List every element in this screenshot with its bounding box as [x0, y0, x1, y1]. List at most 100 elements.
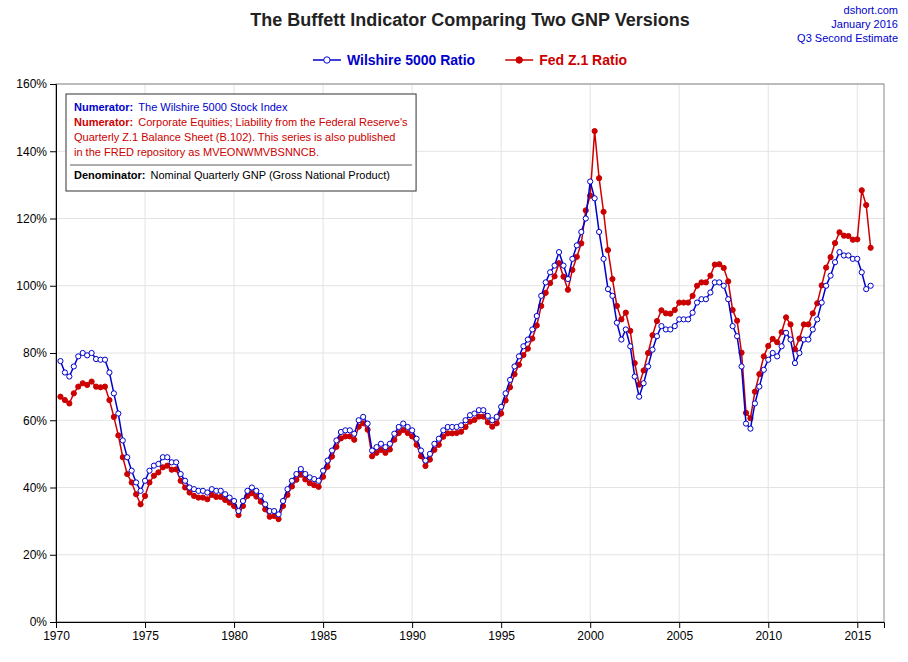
point — [859, 188, 864, 193]
point — [721, 265, 726, 270]
y-tick-label: 20% — [23, 548, 47, 562]
point — [579, 229, 584, 234]
y-tick: 0% — [30, 615, 56, 629]
x-tick: 1975 — [132, 622, 159, 643]
point — [783, 315, 788, 320]
point — [182, 478, 187, 483]
y-grid-line — [56, 554, 884, 555]
point — [752, 389, 757, 394]
legend-label: Fed Z.1 Ratio — [539, 52, 627, 68]
x-tick-mark — [679, 622, 680, 628]
point — [561, 263, 566, 268]
annotation-frame — [66, 94, 416, 191]
point — [231, 498, 236, 503]
point — [757, 372, 762, 377]
x-tick-label: 1970 — [43, 629, 70, 643]
point — [605, 287, 610, 292]
point — [138, 502, 143, 507]
y-grid-line — [56, 285, 884, 286]
point — [89, 350, 94, 355]
point — [690, 310, 695, 315]
point — [766, 343, 771, 348]
chart-svg: The Buffett Indicator Comparing Two GNP … — [0, 0, 908, 662]
point — [316, 484, 321, 489]
point — [548, 270, 553, 275]
point — [62, 370, 67, 375]
point — [485, 413, 490, 418]
point — [623, 310, 628, 315]
point — [156, 470, 161, 475]
point — [71, 364, 76, 369]
x-tick-mark — [145, 622, 146, 628]
y-tick: 140% — [16, 145, 56, 159]
y-tick-label: 80% — [23, 346, 47, 360]
point — [129, 468, 134, 473]
point — [734, 318, 739, 323]
y-tick: 100% — [16, 279, 56, 293]
point — [637, 394, 642, 399]
point — [436, 436, 441, 441]
point — [458, 423, 463, 428]
point — [806, 337, 811, 342]
point — [859, 270, 864, 275]
point — [276, 512, 281, 517]
x-tick: 1980 — [221, 622, 248, 643]
point — [686, 300, 691, 305]
point — [512, 364, 517, 369]
point — [111, 391, 116, 396]
point — [654, 318, 659, 323]
point — [67, 374, 72, 379]
point — [650, 347, 655, 352]
legend: Wilshire 5000 Ratio Fed Z.1 Ratio — [313, 52, 627, 68]
point — [592, 128, 597, 133]
point — [824, 283, 829, 288]
annotation-label: Numerator: — [74, 101, 133, 113]
annotation-label: Numerator: — [74, 116, 133, 128]
point — [864, 202, 869, 207]
legend-item: Fed Z.1 Ratio — [505, 52, 627, 68]
point — [147, 468, 152, 473]
x-axis-line — [57, 623, 885, 629]
y-tick-mark — [50, 622, 56, 623]
point — [503, 391, 508, 396]
point — [289, 478, 294, 483]
point — [543, 280, 548, 285]
point — [645, 364, 650, 369]
point — [610, 293, 615, 298]
point — [134, 480, 139, 485]
point — [102, 384, 107, 389]
annotation-label: Denominator: — [74, 169, 146, 181]
legend-item: Wilshire 5000 Ratio — [313, 52, 475, 68]
point — [632, 374, 637, 379]
point — [761, 367, 766, 372]
point — [410, 428, 415, 433]
point — [481, 408, 486, 413]
point — [58, 358, 63, 363]
y-axis: 0%20%40%60%80%100%120%140%160% — [16, 77, 56, 629]
point — [730, 324, 735, 329]
point — [668, 311, 673, 316]
y-tick-mark — [50, 488, 56, 489]
point — [165, 455, 170, 460]
point — [574, 243, 579, 248]
point — [846, 233, 851, 238]
x-tick-label: 2015 — [844, 629, 871, 643]
point — [387, 441, 392, 446]
annotation-separator — [70, 165, 412, 166]
point — [320, 468, 325, 473]
point — [690, 293, 695, 298]
point — [570, 256, 575, 261]
legend-swatch-marker — [516, 57, 522, 63]
x-tick: 1970 — [43, 622, 70, 643]
point — [316, 478, 321, 483]
point — [623, 327, 628, 332]
point — [596, 176, 601, 181]
watermark: Q3 Second Estimate — [797, 32, 898, 44]
point — [499, 404, 504, 409]
y-tick-mark — [50, 219, 56, 220]
point — [766, 357, 771, 362]
annotation-text: Quarterly Z.1 Balance Sheet (B.102). Thi… — [74, 131, 395, 143]
x-tick: 2000 — [577, 622, 604, 643]
point — [116, 411, 121, 416]
point — [815, 317, 820, 322]
